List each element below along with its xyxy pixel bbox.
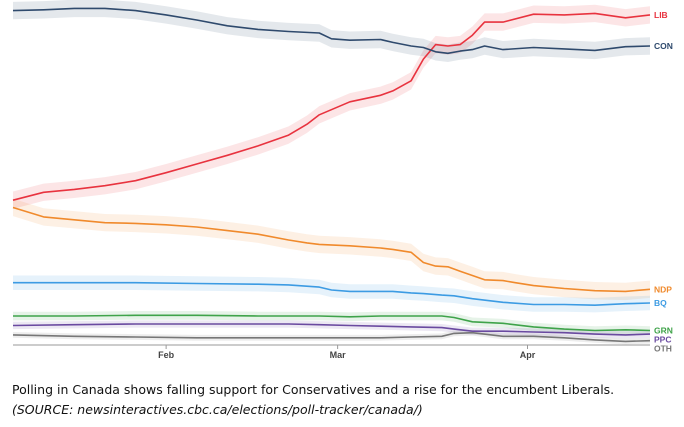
- line-bq: [13, 281, 651, 306]
- line-ppc: [12, 323, 651, 336]
- series-lines: [12, 7, 651, 343]
- label-bq: BQ: [654, 298, 667, 308]
- band-grn: [13, 311, 650, 335]
- label-lib: LIB: [654, 10, 668, 20]
- line-grn: [13, 314, 651, 332]
- caption-text: Polling in Canada shows falling support …: [12, 382, 615, 397]
- tick-label-apr: Apr: [520, 350, 536, 360]
- label-con: CON: [654, 41, 673, 51]
- line-oth: [12, 331, 651, 343]
- caption-source: (SOURCE: newsinteractives.cbc.ca/electio…: [12, 402, 423, 417]
- label-ndp: NDP: [654, 284, 672, 294]
- uncertainty-bands: [13, 0, 650, 345]
- label-oth: OTH: [654, 344, 672, 354]
- band-bq: [13, 275, 650, 313]
- caption: Polling in Canada shows falling support …: [12, 380, 652, 420]
- line-con: [12, 7, 651, 55]
- x-axis-ticks: Feb Mar Apr: [158, 345, 536, 360]
- label-ppc: PPC: [654, 335, 671, 345]
- tick-label-feb: Feb: [158, 350, 175, 360]
- line-ndp: [12, 206, 651, 293]
- band-ndp: [13, 198, 650, 301]
- band-ppc: [13, 320, 650, 339]
- band-lib: [13, 4, 650, 209]
- line-lib: [12, 12, 651, 201]
- tick-label-mar: Mar: [330, 350, 347, 360]
- label-grn: GRN: [654, 326, 673, 336]
